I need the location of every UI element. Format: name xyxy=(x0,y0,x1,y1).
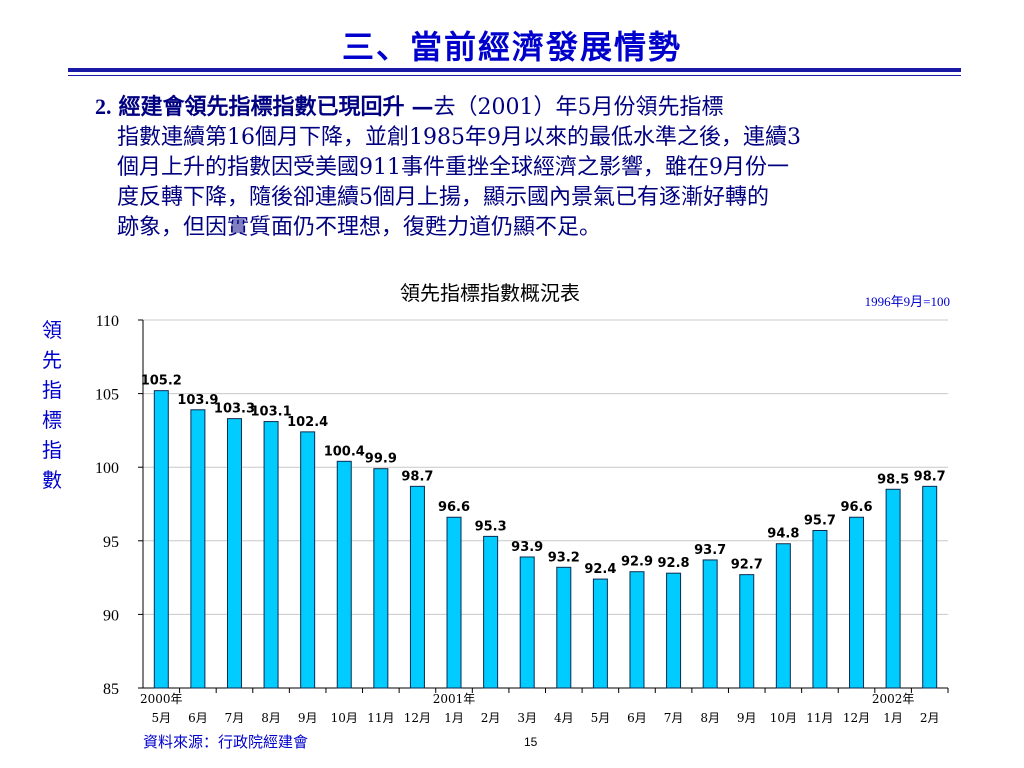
bar xyxy=(409,485,425,689)
data-label: 92.9 xyxy=(621,555,653,570)
x-tick-label: 2月 xyxy=(920,711,940,725)
x-tick-label: 11月 xyxy=(367,711,394,725)
x-tick-label: 11月 xyxy=(806,711,833,725)
y-axis-label: 領先指標指數 xyxy=(40,315,64,495)
data-label: 93.2 xyxy=(548,550,580,565)
y-tick-label: 100 xyxy=(95,460,119,477)
y-tick-label: 85 xyxy=(103,681,119,698)
title-underline-thin xyxy=(68,75,961,76)
data-label: 100.4 xyxy=(324,444,365,459)
bar xyxy=(483,535,499,689)
x-tick-label: 5月 xyxy=(151,711,171,725)
x-tick-label: 12月 xyxy=(843,711,870,725)
page-number: 15 xyxy=(524,735,538,749)
bar xyxy=(885,488,901,689)
x-tick-label: 9月 xyxy=(737,711,757,725)
x-tick-label: 8月 xyxy=(700,711,720,725)
x-tick-label: 8月 xyxy=(261,711,281,725)
paragraph-line-3: 個月上升的指數因受美國911事件重挫全球經濟之影響，雖在9月份一 xyxy=(117,155,789,180)
x-tick-label: 7月 xyxy=(225,711,245,725)
x-tick-label: 9月 xyxy=(298,711,318,725)
data-label: 94.8 xyxy=(767,527,799,542)
data-label: 95.3 xyxy=(475,519,507,534)
data-label: 103.1 xyxy=(251,405,292,420)
source-note: 資料來源：行政院經建會 xyxy=(143,733,309,751)
bar xyxy=(922,485,938,689)
data-label: 96.6 xyxy=(840,500,872,515)
x-year-label: 2002年 xyxy=(872,692,915,706)
x-tick-label: 3月 xyxy=(517,711,537,725)
paragraph-line-1: 去（2001）年5月份領先指標 xyxy=(433,95,724,120)
data-label: 93.7 xyxy=(694,543,726,558)
bar xyxy=(226,418,242,689)
bar xyxy=(300,431,316,689)
data-label: 98.7 xyxy=(914,469,946,484)
chart-base-note: 1996年9月=100 xyxy=(864,294,950,309)
x-tick-label: 7月 xyxy=(664,711,684,725)
y-axis-label-char: 標 xyxy=(42,408,62,432)
x-tick-label: 6月 xyxy=(627,711,647,725)
bar xyxy=(702,559,718,689)
bar xyxy=(849,516,865,689)
bar xyxy=(629,571,645,689)
x-year-label: 2001年 xyxy=(433,692,476,706)
data-label: 99.9 xyxy=(365,452,397,467)
data-label: 92.8 xyxy=(658,556,690,571)
paragraph-line-2: 指數連續第16個月下降，並創1985年9月以來的最低水準之後，連續3 xyxy=(117,125,801,150)
bar xyxy=(556,566,572,689)
bar xyxy=(519,556,535,689)
bar xyxy=(373,468,389,689)
bar xyxy=(336,460,352,689)
data-label: 93.9 xyxy=(511,540,543,555)
bar xyxy=(153,390,169,689)
data-label: 105.2 xyxy=(141,374,182,389)
paragraph-heading: 經建會領先指標指數已現回升 xyxy=(118,94,405,120)
data-label: 96.6 xyxy=(438,500,470,515)
y-tick-label: 110 xyxy=(96,313,119,330)
paragraph-line-5: 跡象，但因實質面仍不理想，復甦力道仍顯不足。 xyxy=(117,215,602,240)
bar xyxy=(739,574,755,689)
slide-title: 三、當前經濟發展情勢 xyxy=(341,28,682,66)
data-label: 92.4 xyxy=(584,562,616,577)
bar xyxy=(592,578,608,689)
paragraph-dash: — xyxy=(411,94,434,120)
x-tick-label: 10月 xyxy=(770,711,797,725)
bar xyxy=(446,516,462,689)
y-tick-label: 95 xyxy=(103,534,119,551)
chart-title: 領先指標指數概況表 xyxy=(400,281,580,305)
bar xyxy=(812,529,828,689)
x-year-label: 2000年 xyxy=(140,692,183,706)
x-tick-label: 6月 xyxy=(188,711,208,725)
y-axis-label-char: 領 xyxy=(42,318,62,342)
data-label: 98.7 xyxy=(401,469,433,484)
paragraph-number: 2. xyxy=(95,94,112,119)
bar xyxy=(666,572,682,689)
data-label: 98.5 xyxy=(877,472,909,487)
paragraph-line-4: 度反轉下降，隨後卻連續5個月上揚，顯示國內景氣已有逐漸好轉的 xyxy=(117,185,769,210)
title-underline-thick xyxy=(68,68,961,72)
y-axis-label-char: 指 xyxy=(42,378,62,402)
data-label: 103.9 xyxy=(177,393,218,408)
x-tick-label: 5月 xyxy=(591,711,611,725)
data-label: 102.4 xyxy=(287,415,328,430)
y-tick-label: 90 xyxy=(103,607,119,624)
data-label: 103.3 xyxy=(214,402,255,417)
bar xyxy=(775,543,791,689)
x-tick-label: 4月 xyxy=(554,711,574,725)
data-label: 92.7 xyxy=(731,558,763,573)
x-tick-label: 1月 xyxy=(444,711,464,725)
data-label: 95.7 xyxy=(804,513,836,528)
y-axis-label-char: 數 xyxy=(42,468,62,492)
bar xyxy=(190,409,206,689)
y-tick-label: 105 xyxy=(95,387,119,404)
x-tick-label: 12月 xyxy=(404,711,431,725)
x-tick-label: 10月 xyxy=(331,711,358,725)
bar xyxy=(263,421,279,689)
x-tick-label: 1月 xyxy=(883,711,903,725)
x-tick-label: 2月 xyxy=(481,711,501,725)
y-axis-label-char: 指 xyxy=(42,438,62,462)
summary-paragraph: 2. 經建會領先指標指數已現回升 —去（2001）年5月份領先指標 指數連續第1… xyxy=(95,92,970,243)
y-axis-label-char: 先 xyxy=(42,348,62,372)
